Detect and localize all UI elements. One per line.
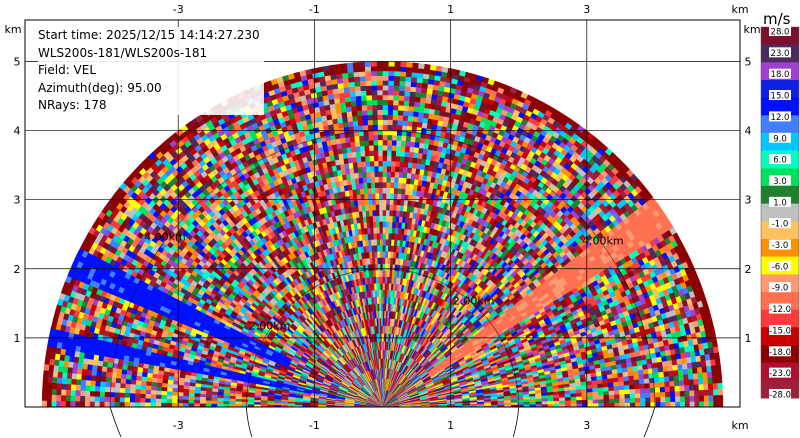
y-tick-label-left: 5: [14, 55, 21, 68]
colorbar-swatch: [761, 97, 799, 116]
y-unit-label-right: km: [743, 23, 760, 36]
colorbar-tick-label: 6.0: [773, 156, 787, 166]
colorbar-tick-label: 23.0: [771, 49, 790, 59]
range-ring-label: 2.00km: [249, 320, 291, 333]
x-tick-label-bottom: -1: [309, 419, 320, 432]
range-ring-tail: [643, 406, 656, 438]
colorbar: 28.0 23.0 18.0 15.0 12.0 9.0 6.0 3.0 1.0 -1.0 -3.0…: [760, 26, 800, 401]
range-ring-label: 4.00km: [582, 235, 624, 248]
y-tick-label-right: 2: [745, 263, 752, 276]
y-tick-label-left: 2: [14, 263, 21, 276]
range-ring-tail: [512, 406, 520, 438]
colorbar-tick-label: -18.0: [769, 348, 791, 358]
colorbar-tick-label: -3.0: [772, 241, 789, 251]
y-tick-label-left: 1: [14, 332, 21, 345]
azimuth-text: Azimuth(deg): 95.00: [38, 80, 162, 95]
colorbar-tick-label: 12.0: [771, 113, 790, 123]
grid-lines: [25, 20, 740, 407]
x-tick-label-bottom: 3: [583, 419, 590, 432]
x-unit-label-bottom: km: [731, 419, 748, 432]
colorbar-tick-label: 9.0: [773, 134, 787, 144]
nrays-text: NRays: 178: [38, 98, 107, 112]
colorbar-tick-label: -23.0: [769, 369, 791, 379]
range-ring-label: 4.00km: [144, 231, 186, 244]
colorbar-unit-title: m/s: [763, 10, 791, 28]
colorbar-tick-label: 3.0: [773, 177, 787, 187]
colorbar-tick-label: -9.0: [772, 284, 789, 294]
colorbar-tick-label: -28.0: [769, 391, 791, 401]
colorbar-tick-label: -1.0: [772, 220, 789, 230]
range-ring-tail: [245, 406, 253, 438]
x-tick-label-top: 3: [583, 3, 590, 16]
range-ring-label: 2.00km: [453, 294, 495, 307]
y-unit-label-left: km: [4, 23, 21, 36]
y-tick-label-left: 4: [14, 125, 21, 138]
plot-info-box: Start time: 2025/12/15 14:14:27.230 WLS2…: [38, 27, 264, 115]
y-tick-label-left: 3: [14, 194, 21, 207]
instrument-text: WLS200s-181/WLS200s-181: [38, 45, 208, 60]
field-text: Field: VEL: [38, 63, 97, 77]
range-ring-tail: [109, 406, 122, 438]
colorbar-tick-label: -12.0: [769, 305, 791, 315]
colorbar-tick-label: 28.0: [771, 28, 790, 38]
y-tick-label-right: 1: [745, 332, 752, 345]
x-tick-label-top: 1: [447, 3, 454, 16]
colorbar-tick-label: 1.0: [773, 198, 787, 208]
colorbar-swatch: [761, 309, 799, 328]
x-unit-label-top: km: [731, 3, 748, 16]
y-tick-label-right: 3: [745, 194, 752, 207]
x-tick-label-bottom: 1: [447, 419, 454, 432]
colorbar-swatch: [761, 203, 799, 222]
y-tick-label-right: 4: [745, 125, 752, 138]
start-time-text: Start time: 2025/12/15 14:14:27.230: [38, 28, 260, 42]
plot-frame: [24, 19, 741, 408]
x-tick-label-bottom: -3: [173, 419, 184, 432]
colorbar-tick-label: -15.0: [769, 326, 791, 336]
x-tick-label-top: -1: [309, 3, 320, 16]
colorbar-tick-label: 18.0: [771, 70, 790, 80]
colorbar-tick-label: -6.0: [772, 262, 789, 272]
y-tick-label-right: 5: [745, 55, 752, 68]
velocity-field: [41, 61, 724, 407]
x-tick-label-top: -3: [173, 3, 184, 16]
colorbar-tick-label: 15.0: [771, 92, 790, 102]
